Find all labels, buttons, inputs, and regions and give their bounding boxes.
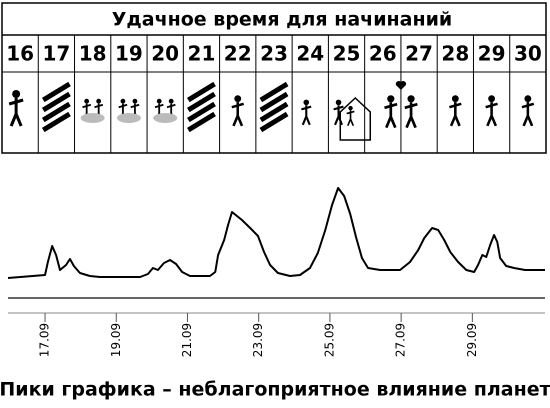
icon — [168, 98, 174, 104]
icon — [12, 90, 21, 98]
icon — [404, 102, 418, 129]
icon — [80, 113, 105, 123]
icon — [259, 91, 289, 113]
day-number: 22 — [224, 42, 252, 66]
day-number: 30 — [514, 42, 542, 66]
x-tick-label: 29.09 — [465, 323, 479, 357]
day-number: 26 — [369, 42, 397, 66]
icon — [41, 101, 71, 123]
icon — [84, 98, 90, 104]
day-number: 17 — [42, 42, 70, 66]
icon — [96, 98, 102, 104]
icon — [333, 105, 344, 126]
day-number: 27 — [405, 42, 433, 66]
x-tick-label: 19.09 — [109, 323, 123, 357]
icon — [521, 102, 535, 127]
icon — [120, 98, 126, 104]
icon — [118, 103, 128, 121]
icon — [8, 98, 24, 127]
table-title: Удачное время для начинаний — [112, 9, 452, 31]
day-number: 24 — [296, 42, 324, 66]
icon — [384, 102, 398, 129]
x-tick-label: 25.09 — [322, 323, 336, 357]
icon — [303, 99, 310, 106]
icon — [339, 96, 372, 141]
icon — [130, 103, 140, 121]
day-number: 28 — [441, 42, 469, 66]
icon — [82, 103, 92, 121]
icon — [259, 111, 289, 133]
icon — [335, 99, 342, 106]
icon — [187, 91, 216, 113]
caption: Пики графика – неблагоприятное влияние п… — [0, 379, 550, 401]
day-number: 25 — [333, 42, 361, 66]
icon — [348, 105, 353, 111]
icon — [387, 95, 395, 103]
icon — [166, 103, 176, 121]
icon — [488, 95, 495, 103]
icon — [485, 102, 498, 127]
icon — [449, 102, 462, 127]
icon — [116, 113, 141, 123]
day-number: 20 — [151, 42, 179, 66]
icon — [41, 91, 71, 113]
icon — [346, 110, 355, 127]
icon — [132, 98, 138, 104]
x-tick-label: 21.09 — [180, 323, 194, 357]
icon — [187, 111, 216, 133]
data-line — [7, 187, 545, 279]
day-number: 16 — [6, 42, 34, 66]
x-tick-label: 23.09 — [251, 323, 265, 357]
icon — [41, 81, 71, 103]
icon — [407, 95, 415, 103]
icon — [259, 101, 289, 123]
day-number: 19 — [115, 42, 143, 66]
icon — [187, 101, 216, 123]
day-number: 21 — [188, 42, 216, 66]
x-tick-label: 17.09 — [38, 323, 52, 357]
icon — [234, 95, 242, 103]
icon — [187, 81, 216, 103]
day-number: 18 — [79, 42, 107, 66]
icon — [154, 103, 164, 121]
icon — [231, 102, 245, 127]
day-number: 23 — [260, 42, 288, 66]
icon — [301, 105, 312, 126]
x-tick-label: 27.09 — [394, 323, 408, 357]
icon — [41, 111, 71, 133]
icon — [259, 81, 289, 103]
table-frame — [1, 2, 547, 154]
icon — [524, 95, 532, 103]
icon — [153, 113, 178, 123]
day-number: 29 — [478, 42, 506, 66]
icon — [156, 98, 162, 104]
icon — [94, 103, 104, 121]
icon — [451, 95, 459, 103]
